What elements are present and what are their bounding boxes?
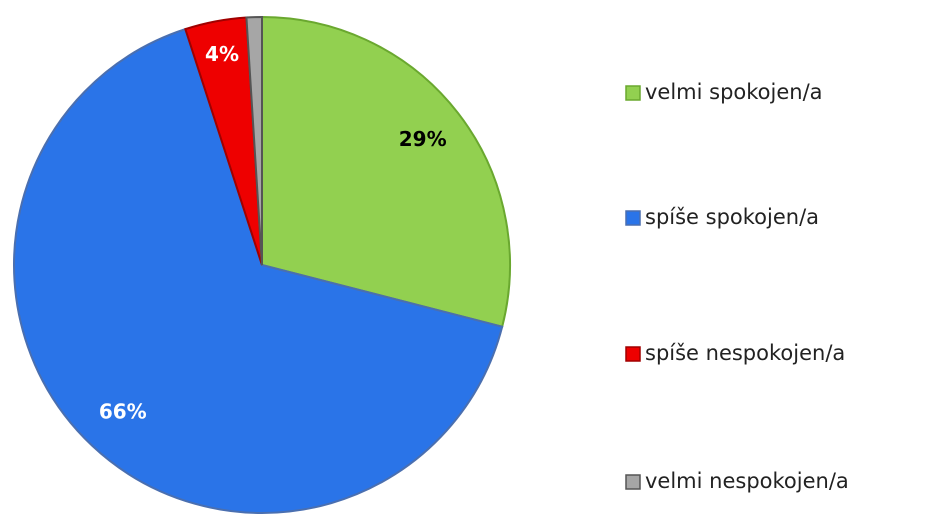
legend-swatch xyxy=(625,474,641,490)
pie-slice xyxy=(13,27,504,514)
data-label: 66% xyxy=(99,400,147,424)
pie-slice xyxy=(261,15,511,328)
data-label: 29% xyxy=(399,127,447,151)
legend-label: velmi nespokojen/a xyxy=(645,469,849,493)
data-label: 4% xyxy=(205,42,239,66)
pie-slice xyxy=(245,15,263,266)
legend-label: velmi spokojen/a xyxy=(645,80,823,104)
legend-label: spíše spokojen/a xyxy=(645,205,819,229)
legend-swatch xyxy=(625,85,641,101)
legend-swatch xyxy=(625,346,641,362)
legend-swatch xyxy=(625,210,641,226)
legend-label: spíše nespokojen/a xyxy=(645,341,845,365)
